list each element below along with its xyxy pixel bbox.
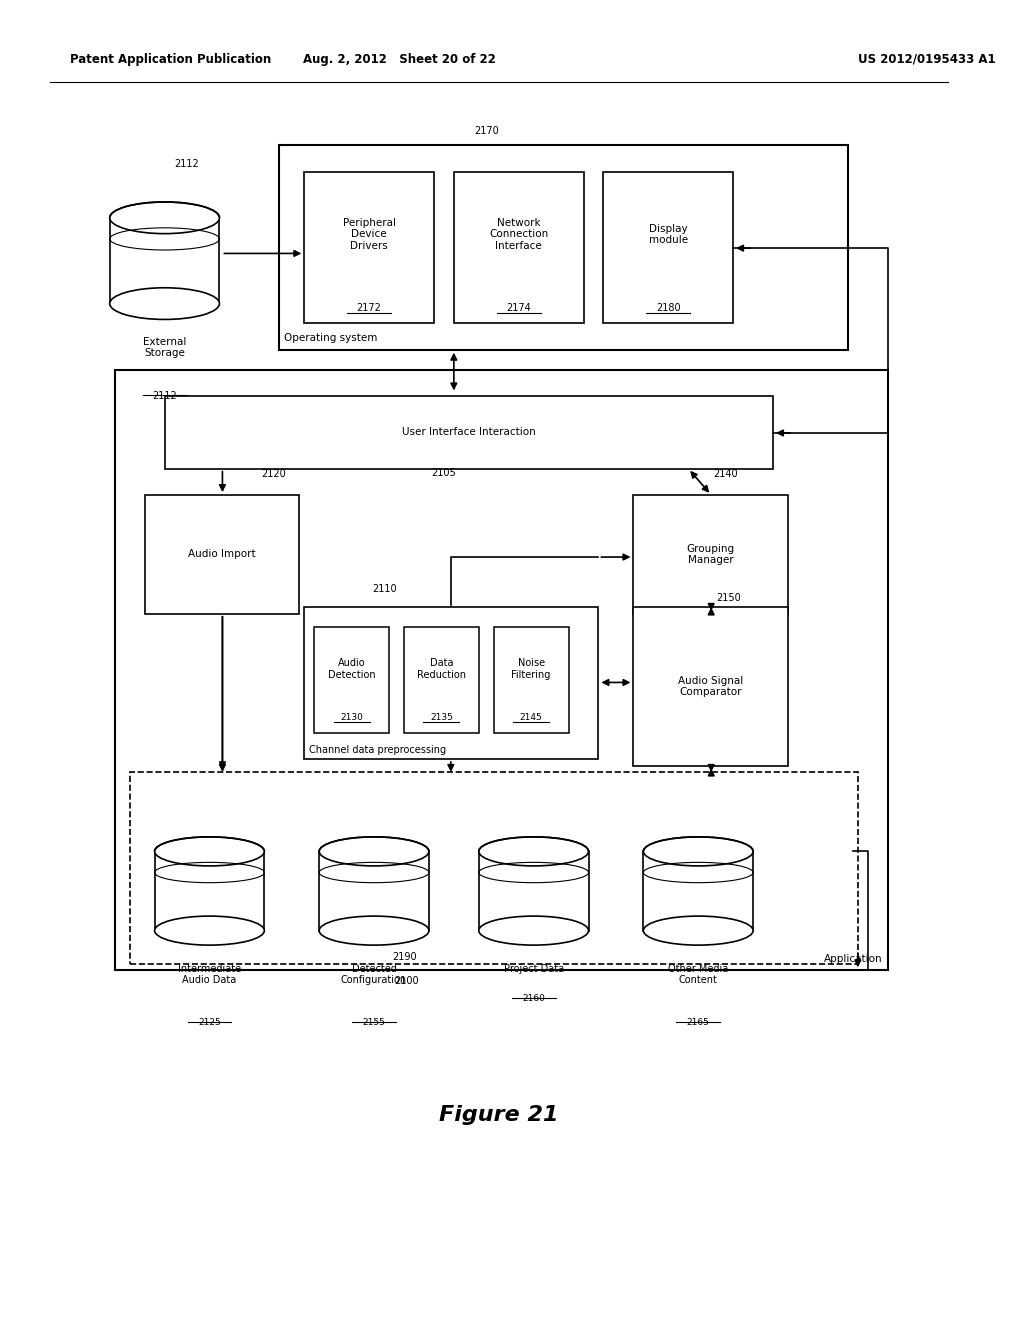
Bar [155,851,264,931]
Bar [304,172,434,323]
Text: Audio Import: Audio Import [188,549,256,560]
Text: 2140: 2140 [713,469,738,479]
Ellipse shape [479,916,589,945]
Text: 2135: 2135 [430,713,453,722]
Bar [643,851,753,931]
Text: 2110: 2110 [372,583,396,594]
Ellipse shape [479,837,589,866]
Bar [454,172,584,323]
Ellipse shape [110,288,219,319]
Text: 2130: 2130 [340,713,364,722]
Text: Application: Application [824,953,883,964]
Text: User Interface Interaction: User Interface Interaction [402,428,536,437]
Text: Figure 21: Figure 21 [439,1105,558,1126]
Bar [494,627,568,733]
Ellipse shape [110,202,219,234]
Text: Grouping
Manager: Grouping Manager [687,544,735,565]
Text: 2145: 2145 [520,713,543,722]
Bar [404,627,479,733]
Text: Other Media
Content: Other Media Content [668,964,728,985]
Ellipse shape [155,837,264,866]
Bar [110,218,219,304]
Bar [314,627,389,733]
Text: Patent Application Publication: Patent Application Publication [70,53,271,66]
Bar [634,495,788,614]
Bar [280,145,848,350]
Text: 2125: 2125 [198,1018,221,1027]
Ellipse shape [643,837,753,866]
Text: Audio
Detection: Audio Detection [328,659,376,680]
Text: 2172: 2172 [356,302,382,313]
Text: Channel data preprocessing: Channel data preprocessing [309,744,446,755]
Text: 2165: 2165 [687,1018,710,1027]
Text: 2174: 2174 [506,302,531,313]
Text: 2190: 2190 [392,952,417,962]
Text: External
Storage: External Storage [143,337,186,358]
Text: 2155: 2155 [362,1018,385,1027]
Text: 2150: 2150 [716,593,741,603]
Text: Display
module: Display module [649,223,688,246]
Bar [115,370,888,970]
Ellipse shape [643,916,753,945]
Text: 2170: 2170 [474,125,499,136]
Text: 2112: 2112 [174,158,200,169]
Text: Peripheral
Device
Drivers: Peripheral Device Drivers [343,218,395,251]
Bar [319,851,429,931]
Text: Project Data: Project Data [504,964,564,974]
Ellipse shape [155,916,264,945]
Text: 2100: 2100 [394,975,419,986]
Text: Detected
Configuration: Detected Configuration [341,964,408,985]
Bar [603,172,733,323]
Text: 2112: 2112 [153,391,177,401]
Text: US 2012/0195433 A1: US 2012/0195433 A1 [858,53,995,66]
Ellipse shape [319,837,429,866]
Text: Audio Signal
Comparator: Audio Signal Comparator [678,676,743,697]
Text: 2160: 2160 [522,994,545,1003]
Text: Aug. 2, 2012   Sheet 20 of 22: Aug. 2, 2012 Sheet 20 of 22 [302,53,496,66]
Text: Operating system: Operating system [285,333,378,343]
Bar [144,495,299,614]
Text: Intermediate
Audio Data: Intermediate Audio Data [178,964,241,985]
Text: Network
Connection
Interface: Network Connection Interface [489,218,548,251]
Text: 2180: 2180 [656,302,681,313]
Bar [479,851,589,931]
Bar [130,772,858,964]
Text: Data
Reduction: Data Reduction [417,659,466,680]
Bar [304,607,598,759]
Ellipse shape [319,916,429,945]
Text: 2105: 2105 [431,467,456,478]
Bar [165,396,773,469]
Text: 2120: 2120 [261,469,286,479]
Bar [634,607,788,766]
Text: Noise
Filtering: Noise Filtering [511,659,551,680]
